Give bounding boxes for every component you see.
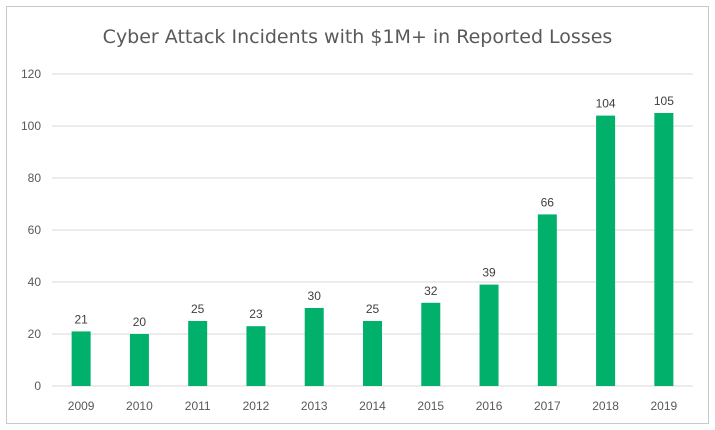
data-label: 105 [654, 94, 674, 108]
y-tick-label: 120 [21, 67, 41, 81]
bar [596, 115, 616, 386]
x-tick-label: 2010 [126, 399, 153, 413]
gridlines [52, 73, 693, 387]
data-label: 25 [366, 302, 380, 316]
y-tick-label: 40 [28, 275, 42, 289]
data-label: 30 [308, 289, 322, 303]
x-tick-label: 2017 [534, 399, 561, 413]
bar [129, 334, 149, 386]
y-tick-label: 20 [28, 327, 42, 341]
bar [537, 214, 557, 386]
chart-frame [6, 6, 709, 424]
x-tick-label: 2019 [651, 399, 678, 413]
data-label: 66 [541, 195, 555, 209]
data-labels: 21 20 25 23 30 25 32 39 66 104 105 [74, 94, 674, 329]
x-tick-label: 2009 [68, 399, 95, 413]
bar [71, 331, 91, 386]
data-label: 104 [596, 97, 616, 111]
bar [188, 321, 208, 386]
bar [304, 308, 324, 386]
bars [71, 113, 674, 386]
bar [246, 326, 266, 386]
x-axis: 2009 2010 2011 2012 2013 2014 2015 2016 2017 2018… [68, 399, 678, 413]
x-tick-label: 2011 [185, 399, 211, 413]
data-label: 39 [482, 266, 496, 280]
data-label: 25 [191, 302, 205, 316]
x-tick-label: 2014 [359, 399, 386, 413]
data-label: 21 [74, 312, 88, 326]
bar [479, 284, 499, 386]
y-tick-label: 60 [28, 223, 42, 237]
chart-title: Cyber Attack Incidents with $1M+ in Repo… [102, 26, 613, 48]
y-tick-label: 80 [28, 171, 42, 185]
x-tick-label: 2012 [243, 399, 270, 413]
x-tick-label: 2016 [476, 399, 503, 413]
y-tick-label: 100 [21, 119, 41, 133]
bar [654, 113, 674, 386]
data-label: 32 [424, 284, 438, 298]
x-tick-label: 2013 [301, 399, 328, 413]
bar [363, 321, 382, 386]
bar [421, 302, 441, 386]
x-tick-label: 2015 [417, 399, 444, 413]
x-tick-label: 2018 [592, 399, 619, 413]
data-label: 20 [133, 315, 147, 329]
y-axis: 0 20 40 60 80 100 120 [21, 67, 41, 393]
data-label: 23 [249, 307, 263, 321]
y-tick-label: 0 [34, 379, 41, 393]
